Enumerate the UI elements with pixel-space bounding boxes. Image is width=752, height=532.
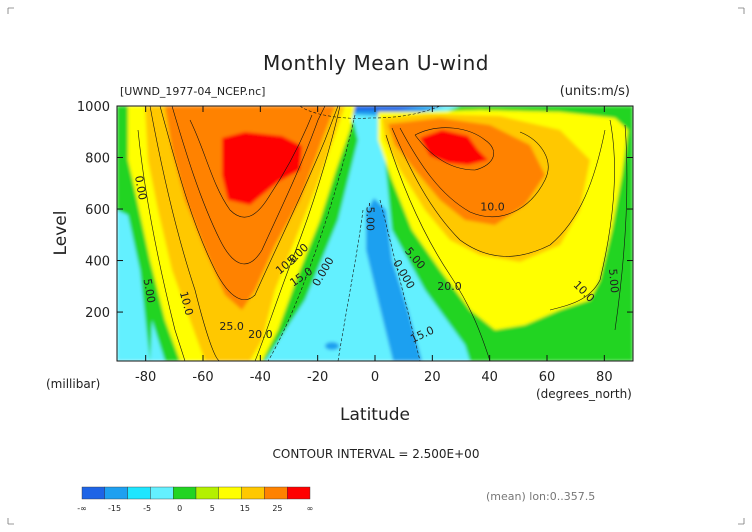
x-tick-label: 40 <box>481 370 498 385</box>
y-tick-label: 400 <box>85 255 110 270</box>
y-ticks: 200 400 600 800 1000 <box>77 100 633 321</box>
colorbar-swatch <box>241 486 265 500</box>
colorbar-swatch <box>218 486 242 500</box>
nh-jet-core <box>420 130 488 165</box>
y-unit-label: (millibar) <box>46 377 100 391</box>
x-tick-label: 0 <box>371 370 379 385</box>
colorbar-swatch <box>81 486 105 500</box>
x-tick-label: 60 <box>539 370 556 385</box>
x-tick-label: -20 <box>307 370 328 385</box>
y-tick-label: 600 <box>85 203 110 218</box>
x-tick-label: -40 <box>250 370 271 385</box>
y-axis-label: Level <box>51 211 71 256</box>
colorbar-label: 25 <box>272 504 282 513</box>
x-tick-label: -60 <box>192 370 213 385</box>
x-ticks: -80 -60 -40 -20 0 20 40 60 80 <box>135 106 613 385</box>
contour-interval-text: CONTOUR INTERVAL = 2.500E+00 <box>273 447 480 461</box>
y-tick-label: 800 <box>85 152 110 167</box>
colorbar-swatch <box>264 486 288 500</box>
colorbar-label: -5 <box>143 504 151 513</box>
colorbar-swatch <box>195 486 219 500</box>
colorbar-label: ∞ <box>307 504 314 513</box>
contour-label: 20.0 <box>437 280 462 293</box>
chart-title: Monthly Mean U-wind <box>263 51 489 75</box>
colorbar-label: 5 <box>210 504 215 513</box>
colorbar-swatch <box>127 486 151 500</box>
contour-label: 5.00 <box>606 268 621 294</box>
contour-field: 25.020.015.010.010.05.005.000.0000.00-5.… <box>117 106 633 361</box>
colorbar-swatch <box>172 486 197 500</box>
colorbar-label: 0 <box>177 504 182 513</box>
easterly-core <box>366 198 422 361</box>
contour-label: 20.0 <box>248 328 273 341</box>
contour-label: -5.00 <box>363 203 376 231</box>
x-tick-label: -80 <box>135 370 156 385</box>
colorbar-label: -15 <box>108 504 121 513</box>
x-tick-label: 80 <box>596 370 613 385</box>
x-axis-label: Latitude <box>340 405 410 425</box>
y-tick-label: 200 <box>85 306 110 321</box>
colorbar: -∞ -15 -5 0 5 15 25 ∞ <box>77 486 314 513</box>
y-tick-label: 1000 <box>77 100 110 115</box>
contour-label: 5.00 <box>141 278 158 304</box>
colorbar-label: 15 <box>240 504 250 513</box>
corner-marks <box>7 7 745 525</box>
colorbar-swatch <box>104 486 128 500</box>
colorbar-swatch <box>287 486 311 500</box>
colorbar-label: -∞ <box>77 504 87 513</box>
file-label: [UWND_1977-04_NCEP.nc] <box>120 85 265 98</box>
units-label: (units:m/s) <box>560 84 630 99</box>
x-unit-label: (degrees_north) <box>536 387 632 401</box>
contour-label: 10.0 <box>177 290 196 317</box>
x-tick-label: 20 <box>424 370 441 385</box>
contour-label: 0.00 <box>132 175 149 201</box>
contour-label: 25.0 <box>219 320 244 333</box>
colorbar-swatch <box>150 486 174 500</box>
mean-label: (mean) lon:0..357.5 <box>486 490 595 503</box>
contour-label: 10.0 <box>480 200 505 213</box>
sh-jet-core <box>222 132 302 205</box>
